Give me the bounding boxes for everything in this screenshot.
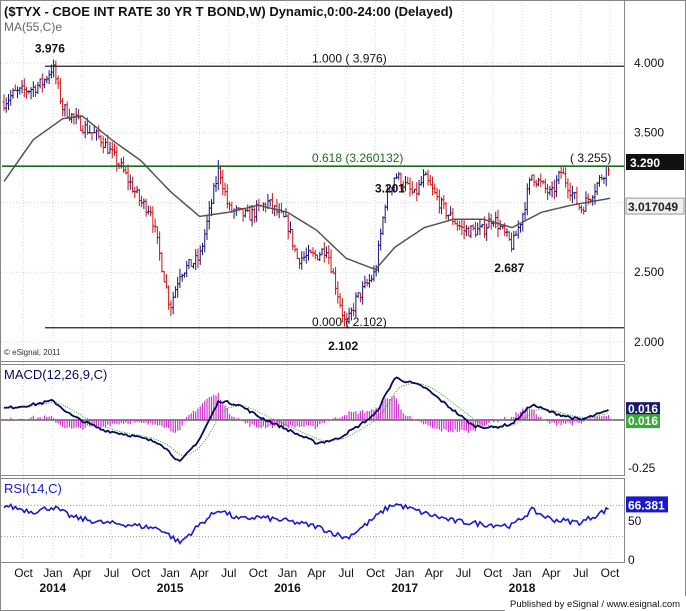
x-tick-label: Oct	[483, 566, 502, 580]
x-tick-label: Jan	[278, 566, 297, 580]
macd-value-box	[626, 402, 660, 417]
price-tick-label: 2.000	[634, 335, 664, 349]
x-year-label: 2014	[40, 581, 67, 595]
x-tick-label: Jul	[338, 566, 353, 580]
target-label: ( 3.255)	[570, 151, 611, 165]
footer-credit: Published by eSignal / www.esignal.com	[510, 599, 680, 610]
ma-line	[3, 115, 611, 271]
last-price-value: 3.290	[630, 156, 660, 170]
rsi-tick-label: 50	[628, 514, 642, 528]
rsi-series	[3, 502, 609, 545]
x-year-label: 2017	[391, 581, 418, 595]
x-year-label: 2016	[274, 581, 301, 595]
x-year-label: 2018	[509, 581, 536, 595]
axes: 4.0003.5003.0002.5002.0003.2903.017049-0…	[14, 56, 685, 595]
rsi-tick-label: 0	[628, 553, 635, 567]
footer-bg	[505, 596, 686, 611]
annotation-label: 2.687	[494, 261, 524, 275]
x-tick-label: Oct	[132, 566, 151, 580]
x-tick-label: Oct	[249, 566, 268, 580]
x-tick-label: Oct	[14, 566, 33, 580]
last-price-box	[626, 154, 684, 170]
x-tick-label: Apr	[307, 566, 326, 580]
x-tick-label: Apr	[425, 566, 444, 580]
ma-value-box	[625, 197, 685, 215]
rsi-value-box	[626, 496, 668, 513]
annotation-label: 3.201	[375, 181, 405, 195]
x-tick-label: Jul	[573, 566, 588, 580]
signal-value-box	[626, 414, 660, 429]
rsi-panel	[0, 478, 625, 563]
rsi-value: 66.381	[628, 498, 665, 512]
macd-series	[3, 376, 610, 463]
copyright-text: © eSignal, 2011	[4, 348, 61, 357]
price-tick-label: 3.500	[634, 126, 664, 140]
x-year-label: 2015	[157, 581, 184, 595]
grid-lines	[1, 2, 624, 560]
x-tick-label: Apr	[190, 566, 209, 580]
rsi-line	[3, 502, 609, 545]
x-tick-label: Jul	[104, 566, 119, 580]
ma-legend: MA(55,C)e	[4, 20, 62, 34]
x-tick-label: Apr	[73, 566, 92, 580]
fib-label-1: 0.618 (3.260132)	[312, 151, 403, 165]
price-series: 1.000 ( 3.976) 0.618 (3.260132) 0.000 ( 2.…	[2, 41, 624, 353]
x-tick-label: Jul	[456, 566, 471, 580]
macd-value: 0.016	[628, 402, 658, 416]
rsi-legend: RSI(14,C)	[4, 481, 62, 496]
macd-legend: MACD(12,26,9,C)	[4, 367, 107, 382]
annotation-label: 3.976	[35, 41, 65, 55]
x-tick-label: Apr	[542, 566, 561, 580]
annotation-label: 2.102	[328, 339, 358, 353]
price-tick-label: 2.500	[634, 265, 664, 279]
signal-value: 0.016	[628, 414, 658, 428]
fib-label-0: 1.000 ( 3.976)	[312, 51, 387, 65]
x-tick-label: Jan	[43, 566, 62, 580]
x-tick-label: Jan	[512, 566, 531, 580]
price-panel	[0, 0, 625, 362]
chart-title: ($TYX - CBOE INT RATE 30 YR T BOND,W) Dy…	[4, 4, 453, 19]
x-tick-label: Oct	[601, 566, 620, 580]
x-tick-label: Jan	[395, 566, 414, 580]
x-tick-label: Jul	[221, 566, 236, 580]
price-tick-label: 4.000	[634, 56, 664, 70]
x-tick-label: Oct	[366, 566, 385, 580]
macd-tick-label: -0.25	[628, 461, 656, 475]
fib-label-2: 0.000 ( 2.102)	[312, 315, 387, 329]
ma-value: 3.017049	[628, 200, 678, 214]
x-tick-label: Jan	[160, 566, 179, 580]
macd-line	[3, 376, 609, 463]
